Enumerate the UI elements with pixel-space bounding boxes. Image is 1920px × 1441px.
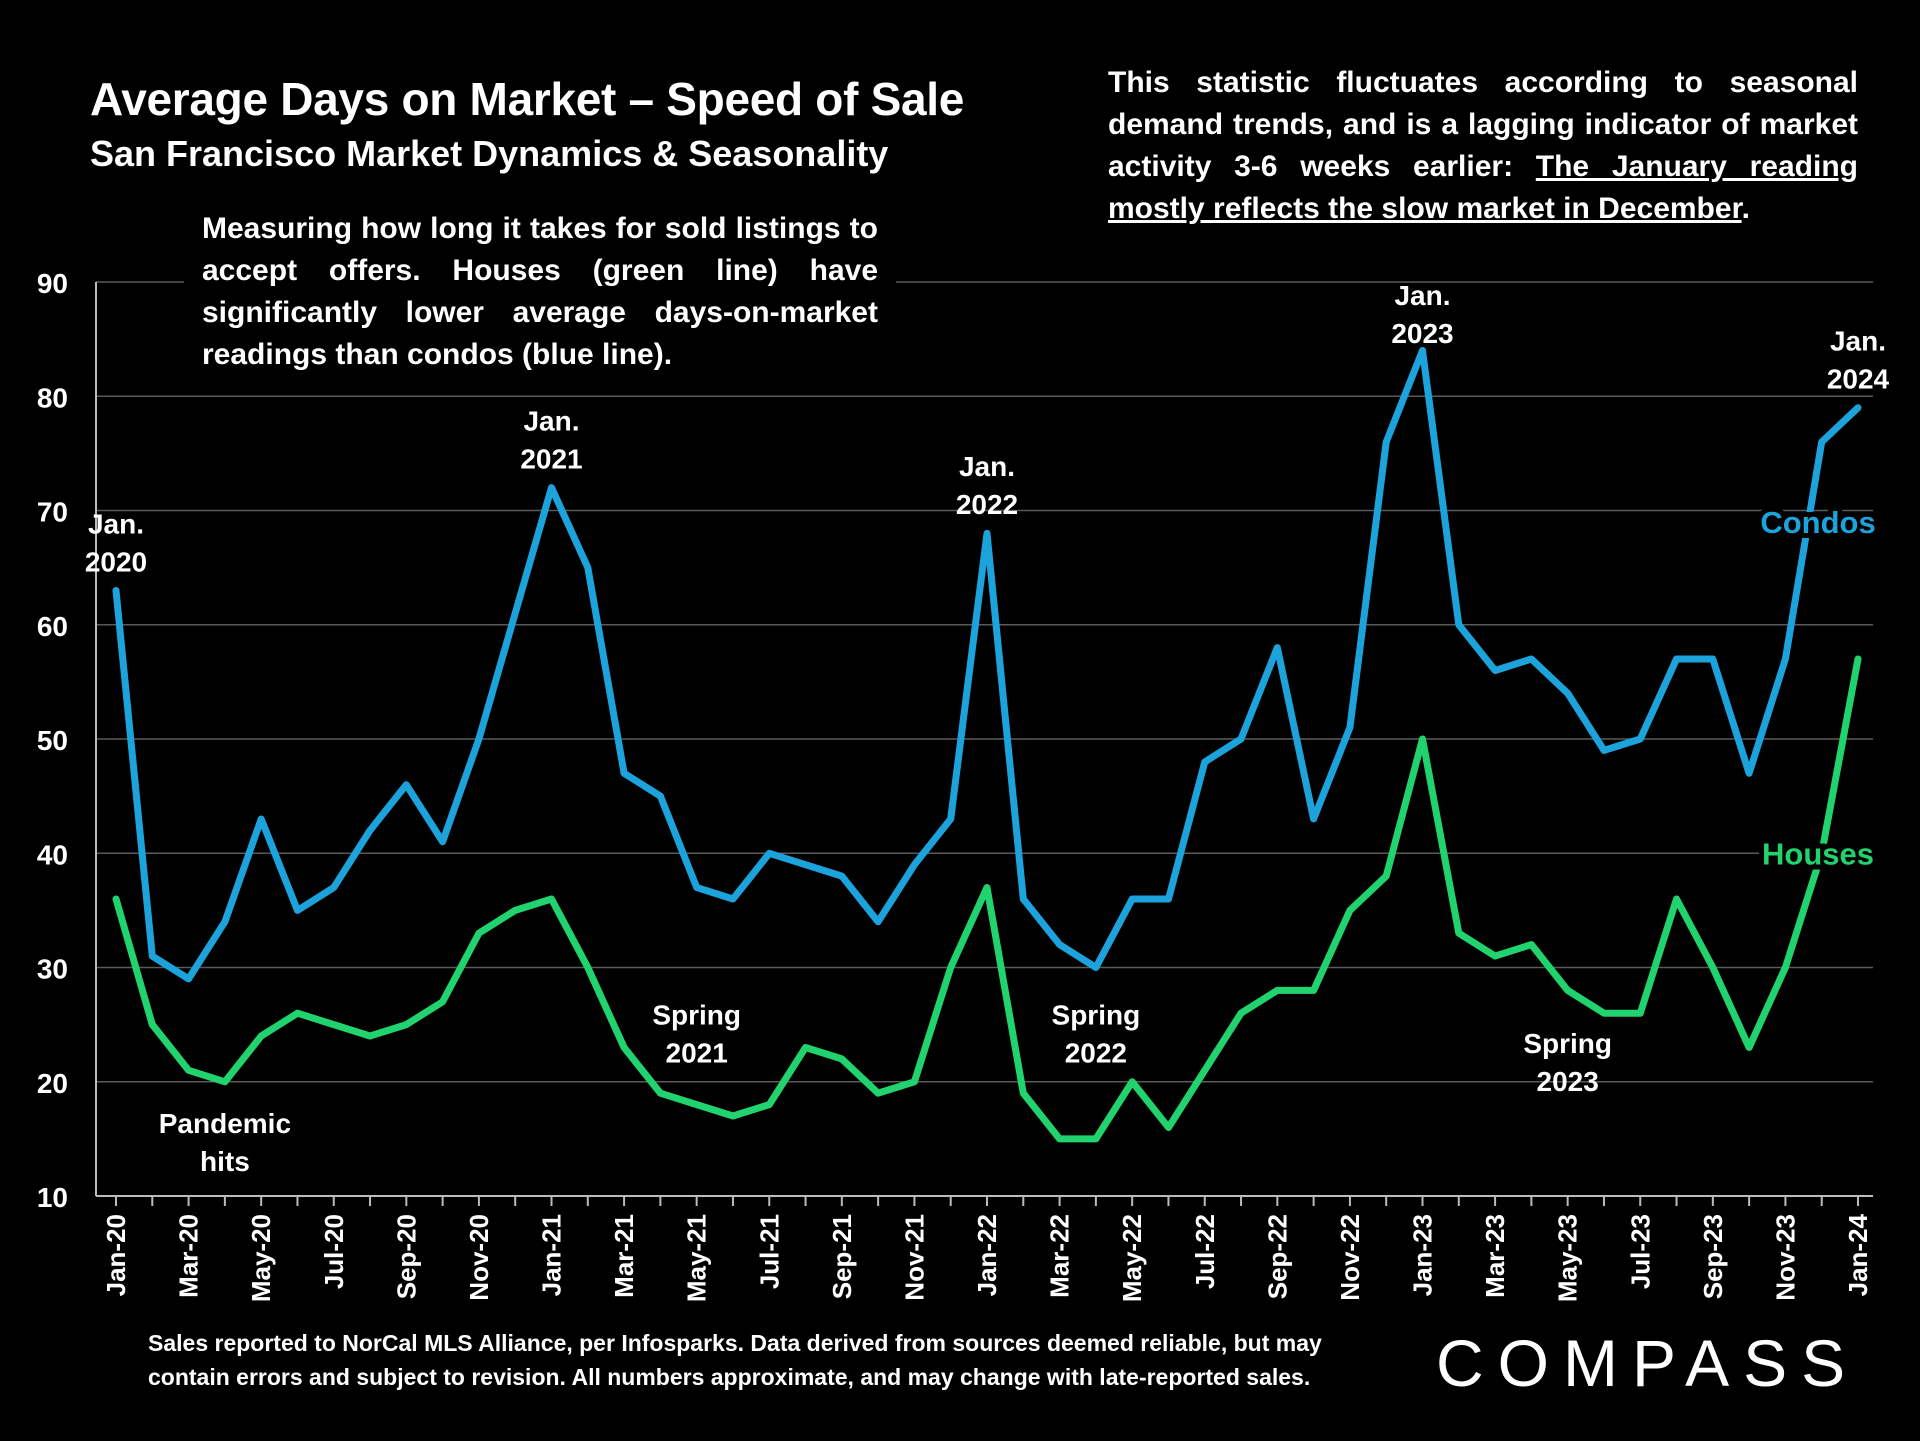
x-tick-label: Jul-23 [1625, 1214, 1655, 1289]
annotation-line: Jan. [523, 406, 579, 437]
source-footnote: Sales reported to NorCal MLS Alliance, p… [148, 1330, 1322, 1390]
annotation-line: 2020 [85, 546, 147, 577]
x-tick-label: Nov-22 [1335, 1214, 1365, 1301]
y-tick-label: 60 [37, 611, 68, 642]
x-tick-label: May-23 [1553, 1214, 1583, 1302]
annotation-line: 2021 [520, 444, 582, 475]
x-tick-label: Jan-23 [1408, 1214, 1438, 1296]
annotation-line: 2021 [666, 1038, 728, 1069]
annotation-label: Pandemic hits [159, 1108, 291, 1177]
annotation-line: 2023 [1537, 1066, 1599, 1097]
seasonality-note: This statistic fluctuates according to s… [1108, 62, 1858, 230]
x-tick-label: Jan-21 [537, 1214, 567, 1296]
series-label-houses: Houses [1762, 836, 1874, 871]
x-tick-label: Sep-22 [1262, 1214, 1292, 1299]
annotation-line: Pandemic [159, 1108, 291, 1139]
y-tick-label: 40 [37, 839, 68, 870]
x-tick-label: Sep-21 [827, 1214, 857, 1299]
annotation-line: Jan. [1830, 326, 1886, 357]
x-tick-label: Jan-20 [101, 1214, 131, 1296]
y-tick-label: 10 [37, 1182, 68, 1213]
annotation-label: Spring 2022 [1052, 1000, 1141, 1069]
x-tick-label: Jul-21 [754, 1214, 784, 1289]
chart-title: Average Days on Market – Speed of Sale [90, 73, 965, 125]
annotation-line: Jan. [88, 508, 144, 539]
x-tick-label: May-21 [682, 1214, 712, 1302]
y-tick-label: 70 [37, 497, 68, 528]
x-tick-label: Nov-23 [1770, 1214, 1800, 1301]
annotation-label: Jan. 2023 [1391, 280, 1453, 349]
annotation-line: Spring [652, 1000, 741, 1031]
annotation-label: Jan. 2020 [85, 508, 147, 577]
x-tick-label: Jul-22 [1190, 1214, 1220, 1289]
y-tick-label: 50 [37, 725, 68, 756]
compass-logo: COMPASS [1436, 1326, 1860, 1400]
x-tick-label: Sep-23 [1698, 1214, 1728, 1299]
x-tick-label: Nov-21 [899, 1214, 929, 1301]
x-tick-label: Jan-24 [1843, 1213, 1873, 1296]
x-tick-label: Sep-20 [391, 1214, 421, 1299]
y-tick-label: 80 [37, 382, 68, 413]
annotation-line: 2023 [1391, 318, 1453, 349]
annotation-label: Spring 2023 [1523, 1028, 1612, 1097]
annotation-line: Spring [1523, 1028, 1612, 1059]
annotation-label: Jan. 2022 [956, 451, 1018, 520]
y-tick-label: 30 [37, 954, 68, 985]
x-tick-label: Mar-21 [609, 1214, 639, 1298]
annotation-line: Jan. [1394, 280, 1450, 311]
note-underlined: The January reading mostly reflects the … [1108, 150, 1858, 225]
note-text: This statistic fluctuates according to s… [1108, 66, 1858, 183]
x-tick-label: Jul-20 [319, 1214, 349, 1289]
annotation-line: 2024 [1827, 364, 1890, 395]
x-tick-label: Mar-22 [1045, 1214, 1075, 1298]
annotation-line: Jan. [959, 451, 1015, 482]
chart-description: Measuring how long it takes for sold lis… [184, 208, 896, 376]
note-end: . [1741, 192, 1750, 225]
series-label-condos: Condos [1760, 505, 1875, 540]
x-tick-label: Nov-20 [464, 1214, 494, 1301]
annotation-label: Jan. 2021 [520, 406, 582, 475]
x-tick-label: Mar-20 [174, 1214, 204, 1298]
annotation-label: Spring 2021 [652, 1000, 741, 1069]
annotation-label: Jan. 2024 [1827, 326, 1890, 395]
annotation-line: 2022 [956, 489, 1018, 520]
series-line-condos [112, 347, 1862, 983]
y-tick-label: 20 [37, 1068, 68, 1099]
y-tick-label: 90 [37, 268, 68, 299]
x-tick-label: Jan-22 [972, 1214, 1002, 1296]
chart-subtitle: San Francisco Market Dynamics & Seasonal… [90, 133, 889, 174]
x-tick-label: May-22 [1117, 1214, 1147, 1302]
x-tick-label: Mar-23 [1480, 1214, 1510, 1298]
x-tick-label: May-20 [246, 1214, 276, 1302]
series-line-houses [112, 655, 1862, 1143]
annotation-line: 2022 [1065, 1038, 1127, 1069]
annotation-line: Spring [1052, 1000, 1141, 1031]
annotation-line: hits [200, 1146, 250, 1177]
